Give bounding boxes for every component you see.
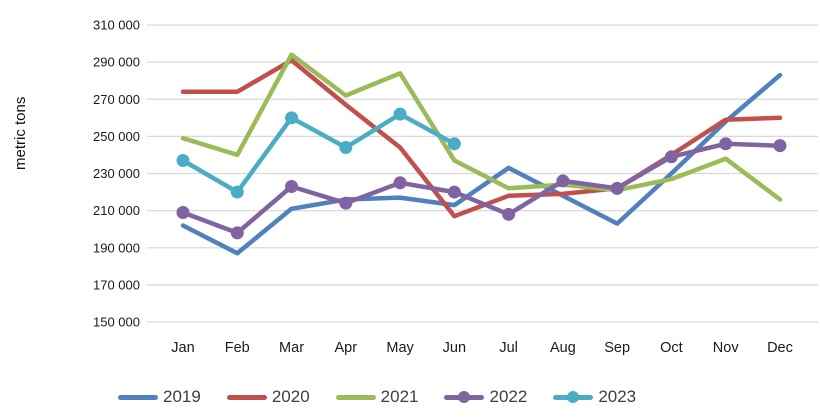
legend-swatch-icon xyxy=(553,391,594,403)
y-tick-label: 250 000 xyxy=(93,129,140,144)
series-marker-2022 xyxy=(773,139,787,153)
legend-swatch-icon xyxy=(226,391,267,403)
series-line-2019 xyxy=(180,72,783,256)
x-tick-label: Mar xyxy=(279,340,304,356)
series-marker-2023 xyxy=(339,141,353,155)
legend-item-2023: 2023 xyxy=(553,387,636,407)
series-marker-2023 xyxy=(393,107,407,121)
y-tick-label: 290 000 xyxy=(93,55,140,70)
legend: 2019 2020 2021 2022 2023 xyxy=(118,378,636,416)
x-tick-label: Apr xyxy=(335,340,358,356)
series-marker-2023 xyxy=(447,137,461,151)
series-marker-2023 xyxy=(176,154,190,168)
legend-item-2020: 2020 xyxy=(226,387,310,407)
legend-item-2022: 2022 xyxy=(444,387,527,407)
legend-swatch-icon xyxy=(444,391,485,403)
series-marker-2023 xyxy=(230,185,244,199)
x-tick-label: Feb xyxy=(225,340,250,356)
x-tick-label: Jun xyxy=(443,340,466,356)
series-marker-2022 xyxy=(556,174,570,188)
series-marker-2022 xyxy=(664,150,678,164)
series-marker-2022 xyxy=(393,176,407,190)
series-marker-2022 xyxy=(610,181,624,195)
x-tick-label: Jul xyxy=(499,340,518,356)
series-marker-2022 xyxy=(230,226,244,240)
y-tick-label: 210 000 xyxy=(93,203,140,218)
series-marker-2022 xyxy=(339,196,353,210)
y-tick-label: 150 000 xyxy=(93,315,140,330)
series-line-2022 xyxy=(180,141,783,236)
series-marker-2022 xyxy=(447,185,461,199)
legend-item-2019: 2019 xyxy=(118,387,201,407)
x-tick-label: Nov xyxy=(713,340,740,356)
series-marker-2022 xyxy=(176,205,190,219)
x-tick-label: Aug xyxy=(550,340,576,356)
series-marker-2023 xyxy=(285,111,299,125)
y-tick-label: 170 000 xyxy=(93,277,140,292)
legend-label: 2019 xyxy=(163,387,201,406)
series-line-2021 xyxy=(180,52,783,202)
legend-label: 2023 xyxy=(598,387,637,406)
series-marker-2022 xyxy=(502,207,516,221)
legend-swatch-icon xyxy=(118,391,158,403)
series-line-2023 xyxy=(180,111,457,195)
series-line-2020 xyxy=(180,58,783,219)
legend-label: 2020 xyxy=(271,387,310,406)
series-marker-2022 xyxy=(719,137,733,151)
x-tick-label: Oct xyxy=(660,340,683,356)
legend-label: 2022 xyxy=(489,387,528,406)
series-marker-2022 xyxy=(285,179,299,193)
y-axis-title: metric tons xyxy=(12,96,29,170)
plot-area: 150 000 170 000 190 000 210 000 230 000 250 0… xyxy=(93,18,818,356)
x-tick-label: Dec xyxy=(767,340,793,356)
y-tick-label: 270 000 xyxy=(93,92,140,107)
x-tick-label: Jan xyxy=(171,340,194,356)
legend-swatch-icon xyxy=(335,391,376,403)
legend-label: 2021 xyxy=(380,387,419,406)
x-tick-label: Sep xyxy=(604,340,630,356)
x-tick-label: May xyxy=(386,340,414,356)
y-tick-label: 310 000 xyxy=(93,18,140,33)
legend-item-2021: 2021 xyxy=(335,387,419,407)
y-tick-label: 190 000 xyxy=(93,240,140,255)
y-tick-label: 230 000 xyxy=(93,166,140,181)
